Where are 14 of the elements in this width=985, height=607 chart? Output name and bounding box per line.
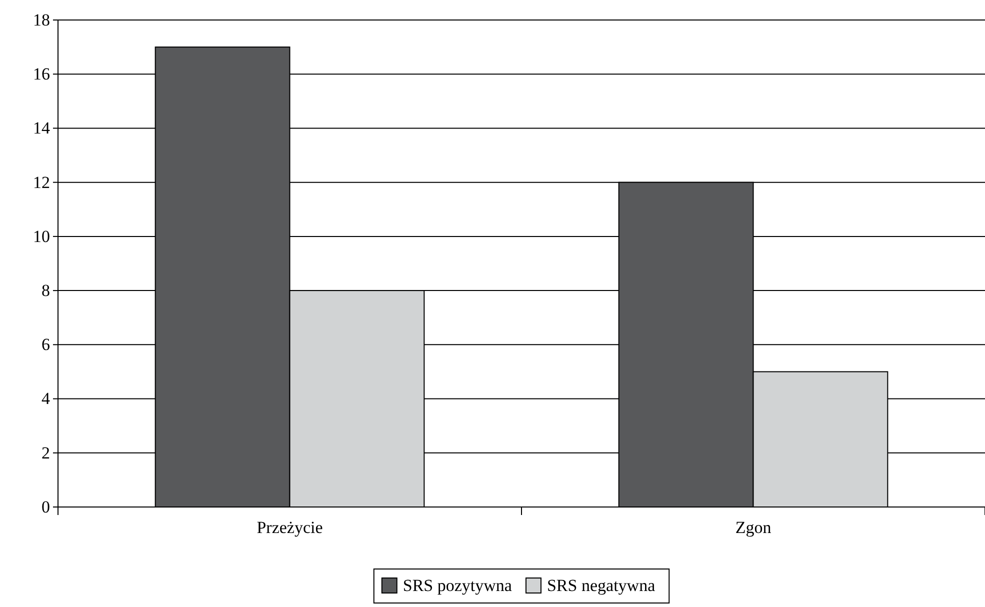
y-tick-label: 8 xyxy=(42,280,50,300)
y-tick-label: 16 xyxy=(33,64,50,84)
y-tick-label: 12 xyxy=(33,172,50,192)
x-tick-label: Zgon xyxy=(735,518,772,538)
x-tick-label: Przeżycie xyxy=(256,518,323,538)
y-tick-label: 18 xyxy=(33,10,50,30)
y-tick-label: 6 xyxy=(42,335,50,354)
legend-label: SRS pozytywna xyxy=(402,576,512,595)
y-tick-label: 2 xyxy=(42,443,50,462)
y-tick-label: 14 xyxy=(33,118,50,138)
legend-label: SRS negatywna xyxy=(546,576,656,595)
y-tick-label: 10 xyxy=(33,226,50,246)
y-tick-label: 4 xyxy=(42,389,50,408)
y-tick-label: 0 xyxy=(42,497,50,516)
